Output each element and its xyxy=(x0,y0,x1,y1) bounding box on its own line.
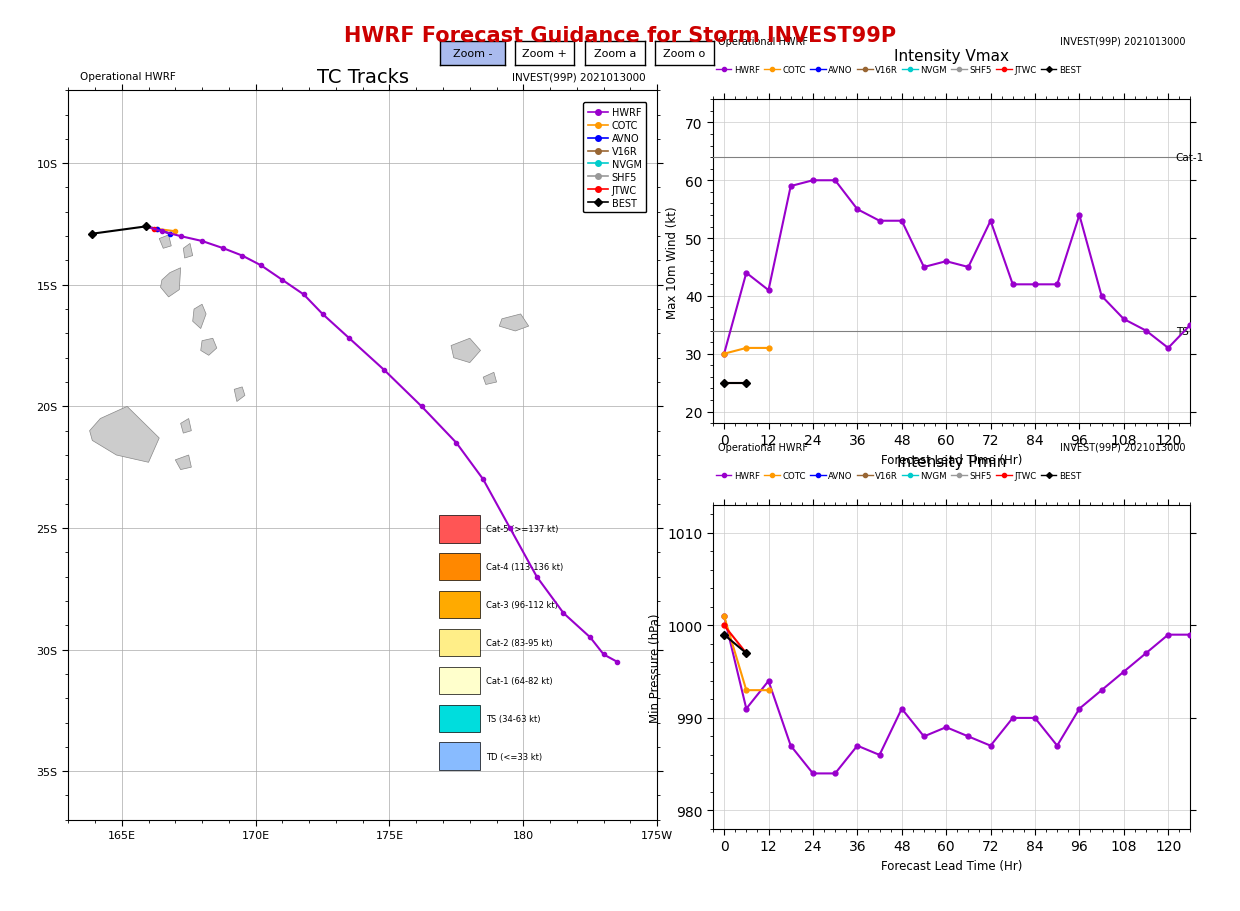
Legend: HWRF, COTC, AVNO, V16R, NVGM, SHF5, JTWC, BEST: HWRF, COTC, AVNO, V16R, NVGM, SHF5, JTWC… xyxy=(713,63,1085,78)
Text: Operational HWRF: Operational HWRF xyxy=(718,36,807,46)
Text: Cat-1: Cat-1 xyxy=(1176,153,1204,163)
Text: Cat-3 (96-112 kt): Cat-3 (96-112 kt) xyxy=(486,600,558,609)
Polygon shape xyxy=(89,407,159,463)
Text: INVEST(99P) 2021013000: INVEST(99P) 2021013000 xyxy=(512,72,646,82)
Polygon shape xyxy=(175,456,191,470)
Legend: HWRF, COTC, AVNO, V16R, NVGM, SHF5, JTWC, BEST: HWRF, COTC, AVNO, V16R, NVGM, SHF5, JTWC… xyxy=(583,103,646,213)
Text: Cat-1 (64-82 kt): Cat-1 (64-82 kt) xyxy=(486,676,553,685)
X-axis label: Forecast Lead Time (Hr): Forecast Lead Time (Hr) xyxy=(880,454,1023,466)
FancyBboxPatch shape xyxy=(439,742,480,771)
Text: Zoom +: Zoom + xyxy=(522,49,567,58)
Polygon shape xyxy=(159,236,171,249)
Text: Zoom a: Zoom a xyxy=(594,49,636,58)
Polygon shape xyxy=(192,305,206,329)
Text: TS (34-63 kt): TS (34-63 kt) xyxy=(486,714,541,723)
FancyBboxPatch shape xyxy=(439,667,480,694)
Text: TS: TS xyxy=(1176,326,1188,336)
Y-axis label: Max 10m Wind (kt): Max 10m Wind (kt) xyxy=(666,206,680,318)
Text: Zoom o: Zoom o xyxy=(663,49,706,58)
FancyBboxPatch shape xyxy=(439,516,480,543)
Text: Zoom -: Zoom - xyxy=(453,49,492,58)
Polygon shape xyxy=(234,387,244,402)
FancyBboxPatch shape xyxy=(439,591,480,619)
Legend: HWRF, COTC, AVNO, V16R, NVGM, SHF5, JTWC, BEST: HWRF, COTC, AVNO, V16R, NVGM, SHF5, JTWC… xyxy=(713,468,1085,484)
Text: Cat-2 (83-95 kt): Cat-2 (83-95 kt) xyxy=(486,639,553,648)
Title: Intensity Vmax: Intensity Vmax xyxy=(894,49,1009,65)
Text: Cat-4 (113-136 kt): Cat-4 (113-136 kt) xyxy=(486,562,564,571)
Text: TD (<=33 kt): TD (<=33 kt) xyxy=(486,752,543,761)
Polygon shape xyxy=(184,244,192,259)
Title: Intensity Pmin: Intensity Pmin xyxy=(897,455,1007,470)
Polygon shape xyxy=(201,339,217,356)
Polygon shape xyxy=(500,314,528,332)
Text: INVEST(99P) 2021013000: INVEST(99P) 2021013000 xyxy=(1060,36,1185,46)
Title: TC Tracks: TC Tracks xyxy=(316,67,409,87)
Polygon shape xyxy=(160,269,181,298)
Text: Operational HWRF: Operational HWRF xyxy=(718,442,807,452)
Text: Cat-5 (>=137 kt): Cat-5 (>=137 kt) xyxy=(486,525,559,534)
Polygon shape xyxy=(451,339,481,363)
FancyBboxPatch shape xyxy=(439,553,480,581)
Text: INVEST(99P) 2021013000: INVEST(99P) 2021013000 xyxy=(1060,442,1185,452)
Polygon shape xyxy=(181,419,191,434)
Polygon shape xyxy=(484,373,496,385)
Text: HWRF Forecast Guidance for Storm INVEST99P: HWRF Forecast Guidance for Storm INVEST9… xyxy=(343,26,897,46)
FancyBboxPatch shape xyxy=(439,629,480,657)
X-axis label: Forecast Lead Time (Hr): Forecast Lead Time (Hr) xyxy=(880,859,1023,872)
Text: Operational HWRF: Operational HWRF xyxy=(79,72,176,82)
Y-axis label: Min Pressure (hPa): Min Pressure (hPa) xyxy=(649,612,662,722)
FancyBboxPatch shape xyxy=(439,705,480,732)
